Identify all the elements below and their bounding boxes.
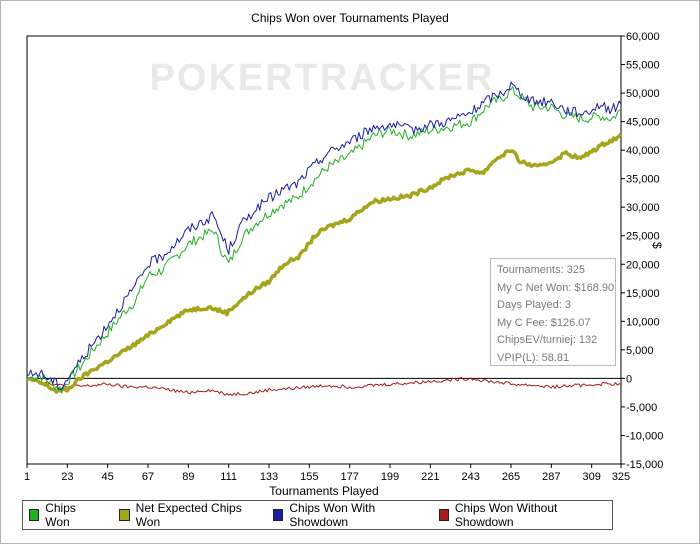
y-tick-label: 25,000 [626, 231, 660, 243]
stat-fee: My C Fee: $126.07 [497, 316, 591, 329]
stat-chipsev: ChipsEV/turniej: 132 [497, 334, 598, 346]
x-tick-label: 89 [182, 471, 194, 483]
y-tick-label: 55,000 [626, 60, 660, 72]
plot-border [26, 35, 622, 465]
stats-box: Tournaments: 325 My C Net Won: $168.90 Day… [490, 258, 616, 366]
y-axis-label: $ [650, 242, 664, 249]
y-tick-label: 15,000 [626, 288, 660, 300]
y-tick-label: 30,000 [626, 202, 660, 214]
legend-swatch [29, 509, 40, 521]
legend: Chips Won Net Expected Chips Won Chips W… [22, 500, 613, 530]
y-tick-label: -10,000 [626, 430, 663, 442]
x-tick-label: 133 [260, 471, 278, 483]
y-tick-label: 40,000 [626, 145, 660, 157]
stat-tournaments: Tournaments: 325 [497, 264, 586, 276]
y-tick-label: 20,000 [626, 259, 660, 271]
x-tick-label: 243 [461, 471, 479, 483]
legend-swatch [119, 509, 130, 521]
x-tick-label: 221 [421, 471, 439, 483]
legend-item-without-showdown[interactable]: Chips Won Without Showdown [438, 501, 593, 529]
legend-label: Chips Won [45, 501, 76, 529]
x-tick-label: 1 [24, 471, 30, 483]
y-tick-label: 5,000 [626, 345, 654, 357]
stat-days-played: Days Played: 3 [497, 299, 571, 311]
y-tick-label: -15,000 [626, 459, 663, 471]
y-tick-label: -5,000 [626, 402, 657, 414]
x-tick-label: 155 [300, 471, 318, 483]
y-tick-label: 50,000 [626, 88, 660, 100]
series-line-chips-won [26, 86, 622, 394]
series-line-net-expected-chips-won [26, 133, 623, 394]
x-tick-label: 111 [220, 471, 237, 483]
x-tick-label: 287 [542, 471, 560, 483]
legend-item-chips-won[interactable]: Chips Won [29, 501, 93, 529]
series-line-chips-won-without-showdown [26, 377, 622, 396]
x-tick-label: 325 [612, 471, 630, 483]
y-tick-label: 0 [626, 373, 632, 385]
legend-label: Net Expected Chips Won [135, 501, 242, 529]
stat-vpip: VPIP(L): 58.81 [497, 351, 570, 364]
legend-label: Chips Won With Showdown [289, 501, 376, 529]
legend-item-with-showdown[interactable]: Chips Won With Showdown [273, 501, 412, 529]
x-tick-label: 265 [502, 471, 520, 483]
x-tick-label: 309 [582, 471, 600, 483]
x-tick-label: 45 [102, 471, 114, 483]
chart-title: Chips Won over Tournaments Played [251, 11, 449, 25]
y-tick-label: 35,000 [626, 174, 660, 186]
legend-label: Chips Won Without Showdown [454, 501, 558, 529]
x-tick-label: 23 [61, 471, 73, 483]
y-tick-label: 60,000 [626, 31, 660, 43]
x-tick-label: 177 [340, 471, 358, 483]
x-tick-label: 67 [142, 471, 154, 483]
legend-swatch [438, 509, 449, 521]
series-line-chips-won-with-showdown [26, 81, 622, 390]
watermark-logo: POKERTRACKER [150, 57, 495, 99]
x-tick-label: 199 [381, 471, 399, 483]
stat-net-won: My C Net Won: $168.90 [497, 281, 615, 294]
y-tick-label: 45,000 [626, 117, 660, 129]
y-tick-label: 10,000 [626, 316, 660, 328]
legend-swatch [273, 509, 284, 521]
legend-item-net-expected[interactable]: Net Expected Chips Won [119, 501, 247, 529]
x-axis-label: Tournaments Played [269, 484, 379, 498]
